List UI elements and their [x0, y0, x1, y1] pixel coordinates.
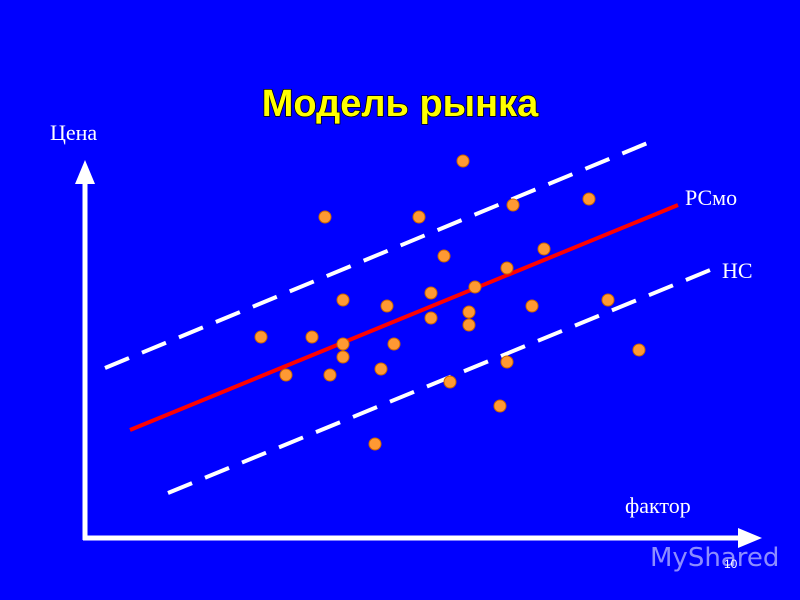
point — [506, 198, 520, 212]
y-axis-label: Цена — [50, 120, 97, 145]
point — [462, 305, 476, 319]
point — [456, 154, 470, 168]
point — [424, 311, 438, 325]
point — [443, 375, 457, 389]
point — [632, 343, 646, 357]
point — [318, 210, 332, 224]
point — [537, 242, 551, 256]
point — [323, 368, 337, 382]
line-label: НС — [722, 258, 753, 283]
regression-line — [129, 203, 679, 432]
point — [582, 192, 596, 206]
point — [500, 355, 514, 369]
watermark: MyShared — [650, 543, 779, 573]
axes — [75, 160, 762, 548]
points — [254, 154, 646, 451]
point — [336, 337, 350, 351]
point — [500, 261, 514, 275]
upper-bound — [104, 140, 651, 370]
point — [387, 337, 401, 351]
point — [374, 362, 388, 376]
point — [493, 399, 507, 413]
point — [368, 437, 382, 451]
point — [437, 249, 451, 263]
point — [336, 293, 350, 307]
point — [380, 299, 394, 313]
point — [601, 293, 615, 307]
point — [336, 350, 350, 364]
line-label: РСмо — [685, 185, 737, 210]
x-arrow — [738, 528, 762, 548]
x-axis-label: фактор — [625, 493, 691, 518]
slide-title: Модель рынка — [262, 83, 539, 125]
point — [468, 280, 482, 294]
point — [305, 330, 319, 344]
point — [424, 286, 438, 300]
point — [254, 330, 268, 344]
y-arrow — [75, 160, 95, 184]
point — [279, 368, 293, 382]
point — [412, 210, 426, 224]
point — [462, 318, 476, 332]
point — [525, 299, 539, 313]
lower-bound — [167, 266, 716, 495]
slide-number: 10 — [724, 557, 738, 571]
